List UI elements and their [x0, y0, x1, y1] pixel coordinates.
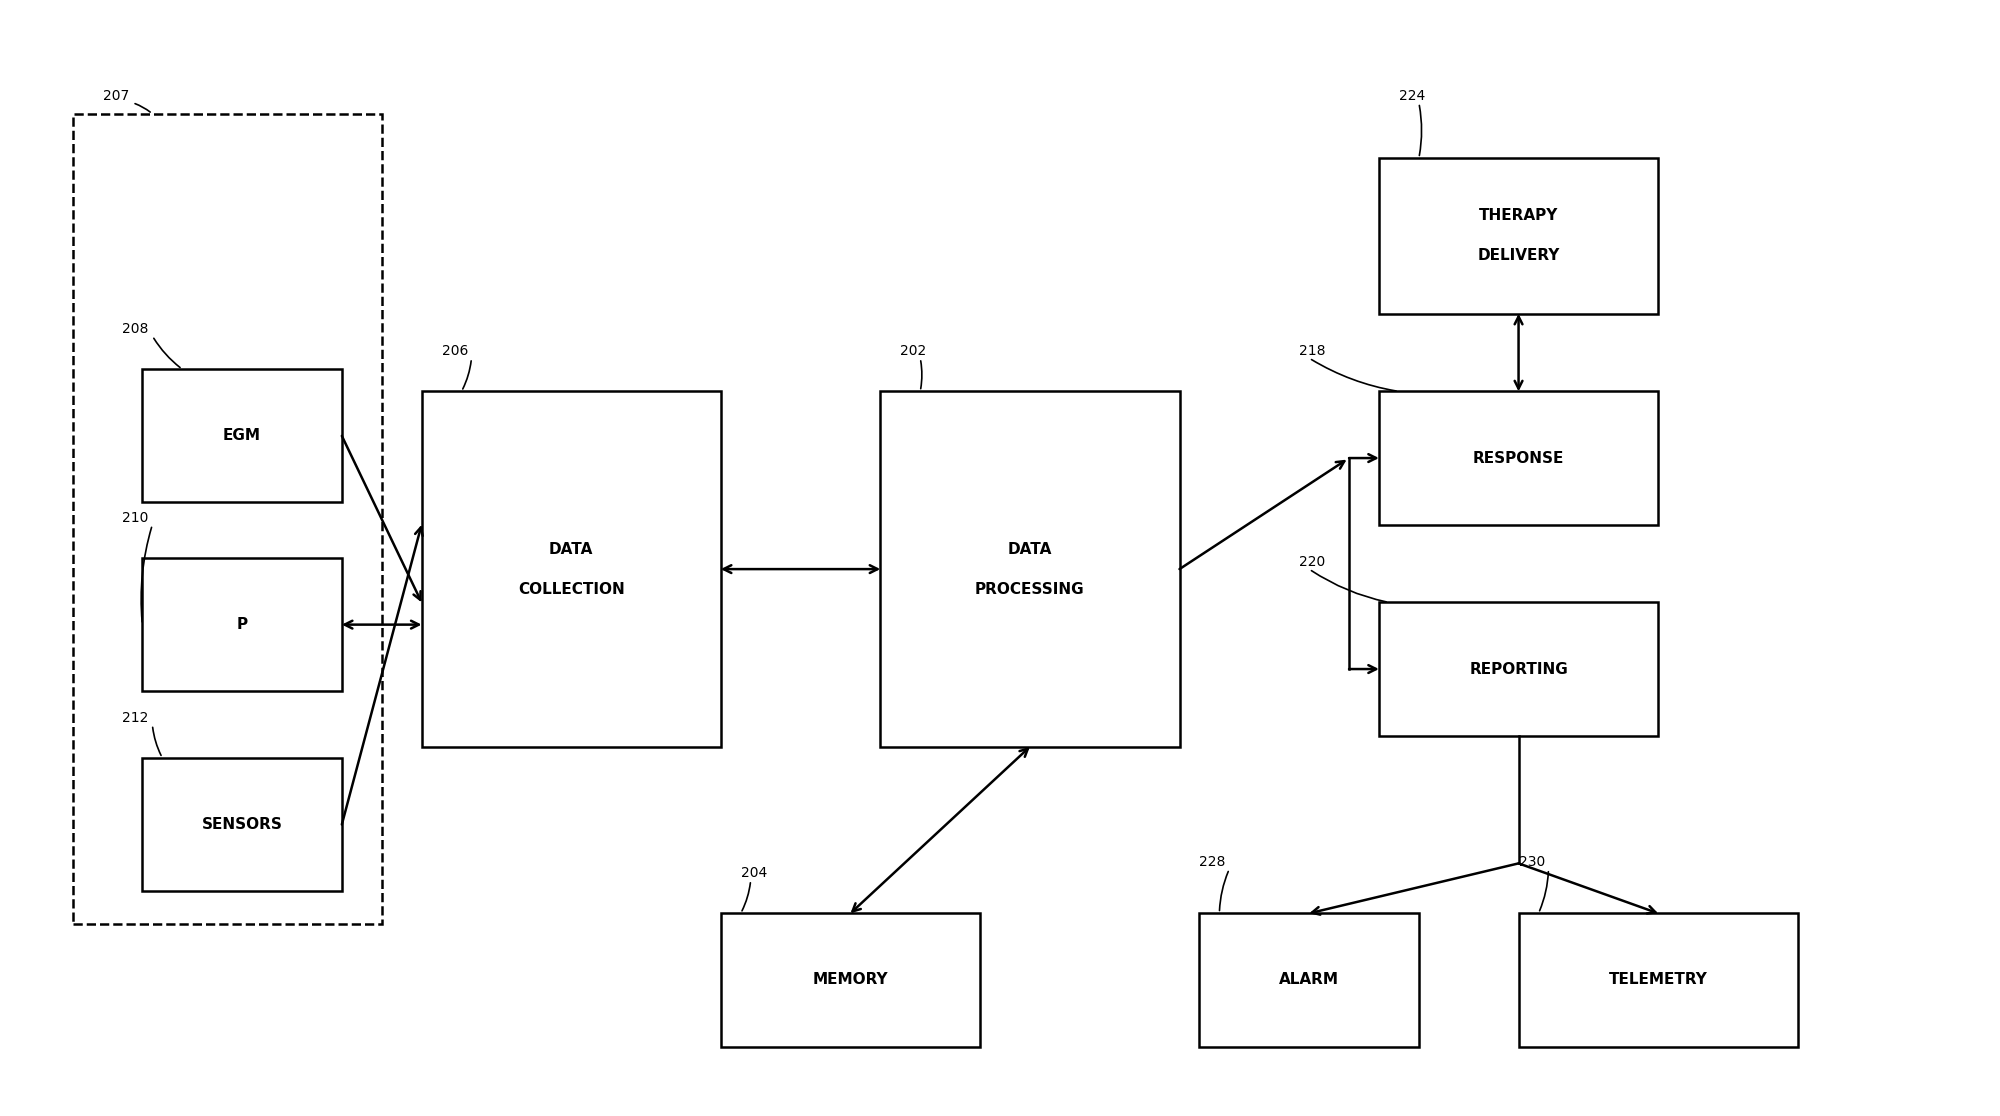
Text: 207: 207	[102, 88, 128, 103]
Text: DELIVERY: DELIVERY	[1478, 249, 1560, 263]
FancyBboxPatch shape	[142, 758, 342, 892]
FancyBboxPatch shape	[1200, 913, 1418, 1047]
Text: 218: 218	[1300, 344, 1326, 358]
FancyBboxPatch shape	[1518, 913, 1798, 1047]
FancyBboxPatch shape	[422, 392, 720, 747]
FancyBboxPatch shape	[720, 913, 980, 1047]
Text: 228: 228	[1200, 855, 1226, 869]
Text: 224: 224	[1398, 88, 1426, 103]
Text: THERAPY: THERAPY	[1478, 209, 1558, 223]
Text: RESPONSE: RESPONSE	[1472, 451, 1564, 465]
Text: P: P	[236, 617, 248, 632]
Text: SENSORS: SENSORS	[202, 817, 282, 833]
Text: COLLECTION: COLLECTION	[518, 581, 624, 597]
Text: DATA: DATA	[550, 541, 594, 557]
Text: 210: 210	[122, 511, 148, 525]
FancyBboxPatch shape	[880, 392, 1180, 747]
Text: TELEMETRY: TELEMETRY	[1608, 972, 1708, 988]
FancyBboxPatch shape	[142, 369, 342, 502]
FancyBboxPatch shape	[1378, 603, 1658, 735]
Text: PROCESSING: PROCESSING	[976, 581, 1084, 597]
Text: 230: 230	[1518, 855, 1544, 869]
FancyBboxPatch shape	[1378, 158, 1658, 314]
Text: 212: 212	[122, 711, 148, 724]
FancyBboxPatch shape	[1378, 392, 1658, 525]
Text: 208: 208	[122, 321, 148, 336]
FancyBboxPatch shape	[142, 558, 342, 691]
Text: 220: 220	[1300, 555, 1326, 569]
Text: 204: 204	[740, 866, 766, 881]
Text: EGM: EGM	[224, 429, 262, 443]
Text: 202: 202	[900, 344, 926, 358]
Text: DATA: DATA	[1008, 541, 1052, 557]
Text: 206: 206	[442, 344, 468, 358]
Text: REPORTING: REPORTING	[1470, 662, 1568, 676]
Text: ALARM: ALARM	[1280, 972, 1340, 988]
Text: MEMORY: MEMORY	[812, 972, 888, 988]
